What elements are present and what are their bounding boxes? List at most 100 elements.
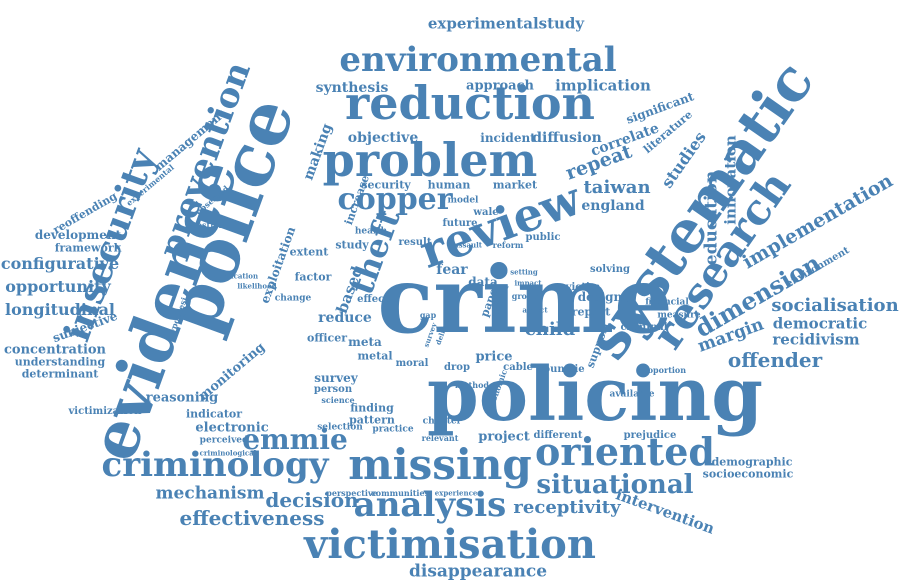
word-criminology: criminology [101,445,329,485]
word-change: change [274,293,312,304]
word-different: different [533,430,583,441]
word-impact: impact [514,278,542,288]
word-innovation: innovation [721,135,740,225]
word-framework: framework [54,241,122,255]
word-officer: officer [306,331,348,345]
word-study: study [335,238,369,252]
word-measure: measure [657,310,701,321]
word-incident: incident [480,131,536,145]
word-opportunity: opportunity [5,277,111,296]
word-analysis: analysis [353,485,507,525]
word-survey: survey [314,371,358,385]
word-gap: gap [419,310,437,320]
word-democratic: democratic [772,314,868,333]
word-human: human [427,178,471,192]
word-method: method [455,380,489,390]
word-cable: cable [503,362,533,373]
word-selection: selection [317,422,363,433]
word-moral: moral [395,358,429,369]
word-setting: setting [510,267,538,277]
word-available: available [609,389,655,400]
word-offender: offender [727,348,823,372]
word-likelihood: likelihood [237,281,277,291]
word-electronic: electronic [195,420,269,436]
word-project: project [478,429,530,445]
word-application: application [213,271,259,281]
word-price: price [475,349,513,365]
word-reduction: reduction [345,76,595,130]
word-emmie: emmie [242,423,348,456]
word-perceived: perceived [199,435,249,446]
word-victimization: victimization [68,406,142,417]
word-indicator: indicator [185,407,243,421]
word-situational: situational [536,470,694,500]
word-reform: reform [492,240,524,250]
word-fear: fear [436,262,468,278]
word-health: health [354,226,388,237]
word-synthesis: synthesis [315,80,389,96]
word-missing: missing [348,440,532,489]
word-oriented: oriented [535,429,715,474]
word-mechanism: mechanism [155,483,265,504]
word-design: design [577,290,623,304]
word-england: england [581,198,645,214]
word-longitudinal: longitudinal [4,300,116,319]
word-criminological: criminological [199,448,257,458]
word-meta: meta [348,335,382,349]
word-practice: practice [372,424,414,435]
word-report: report [571,305,611,319]
word-victim: victim [565,282,601,293]
word-group: group [511,291,539,301]
word-victimisation: victimisation [304,521,596,568]
word-aspect: aspect [522,305,548,315]
word-socialisation: socialisation [771,295,899,316]
word-demographic: demographic [711,455,793,469]
word-determinant: determinant [21,367,99,381]
word-relevant: relevant [421,433,459,443]
word-reasoning: reasoning [145,390,219,406]
word-problem: problem [322,133,538,187]
word-development: development [34,228,122,242]
word-configurative: configurative [0,254,120,273]
word-countrie: countrie [537,364,585,375]
word-result: result [398,237,432,248]
word-disappearance: disappearance [408,561,548,582]
word-criminal: criminal [620,322,668,333]
word-understanding: understanding [14,355,106,369]
word-socioeconomic: socioeconomic [702,467,794,481]
word-environmental: environmental [339,40,617,80]
word-security: security [361,178,411,192]
word-communities: communities [370,488,430,498]
word-experimentalstudy: experimentalstudy [427,14,585,33]
word-copper: copper [337,182,453,217]
word-diffusion: diffusion [532,130,602,146]
word-public: public [525,232,561,243]
word-prejudice: prejudice [623,430,677,441]
word-finding: finding [350,401,394,415]
word-child: child [524,319,576,340]
word-science: science [321,395,355,405]
word-financial: financial [645,297,689,308]
word-wale: wale [473,207,499,218]
word-education: education [701,170,722,266]
word-policing: policing [426,352,764,438]
word-crime: crime [377,246,673,354]
word-metal: metal [357,349,393,363]
word-pattern: pattern [349,413,395,427]
word-assault: assault [454,240,482,250]
word-solving: solving [590,264,630,275]
word-receptivity: receptivity [513,497,621,518]
word-effect: effect [357,294,389,305]
word-model: model [447,195,479,206]
word-implication: implication [555,76,651,95]
word-objective: objective [347,130,419,146]
word-question: question [185,220,225,230]
word-effectiveness: effectiveness [179,506,325,530]
word-extent: extent [289,245,329,259]
word-concentration: concentration [3,342,107,358]
word-market: market [492,178,538,192]
word-perspective: perspective [326,488,378,498]
word-chapter: chapter [422,416,462,427]
word-person: person [313,384,353,395]
